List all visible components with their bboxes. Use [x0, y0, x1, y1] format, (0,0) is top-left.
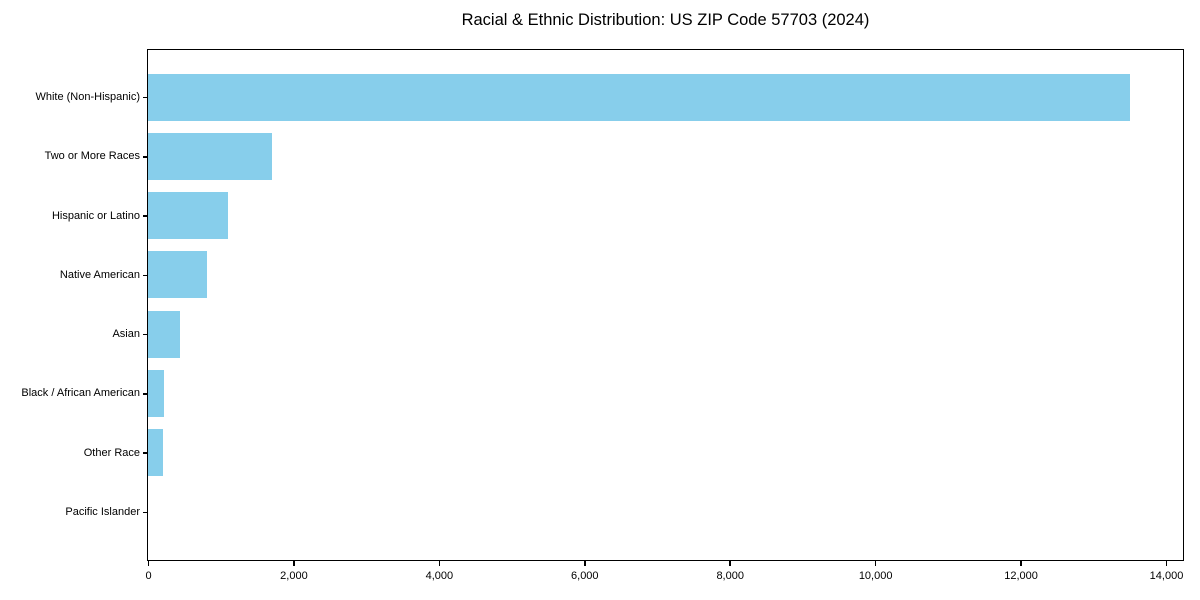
y-tick — [142, 96, 147, 99]
y-tick — [142, 452, 147, 454]
bar — [148, 429, 163, 477]
y-tick-label: Pacific Islander — [65, 506, 140, 518]
x-tick-label: 2,000 — [280, 570, 308, 582]
y-tick-label: Hispanic or Latino — [51, 209, 140, 222]
y-tick-label: Black / African American — [21, 387, 140, 400]
y-tick — [142, 393, 147, 395]
y-tick — [142, 333, 147, 336]
x-tick-label: 0 — [145, 570, 152, 582]
x-tick-label: 14,000 — [1149, 570, 1184, 582]
bar — [148, 73, 1130, 121]
x-tick — [1020, 561, 1022, 566]
x-tick-label: 6,000 — [571, 570, 599, 582]
x-tick — [147, 561, 150, 566]
bar — [148, 132, 272, 180]
y-tick — [142, 156, 147, 158]
x-tick — [1165, 561, 1168, 566]
y-tick-label: Two or More Races — [44, 150, 140, 163]
x-tick — [584, 561, 586, 566]
chart-title: Racial & Ethnic Distribution: US ZIP Cod… — [461, 11, 870, 29]
x-tick — [874, 561, 877, 566]
y-tick — [142, 511, 147, 514]
y-tick-label: Other Race — [83, 446, 140, 459]
plot-area — [147, 49, 1184, 561]
y-tick — [142, 215, 147, 217]
y-tick — [142, 274, 147, 277]
x-tick — [438, 561, 441, 566]
x-tick — [729, 561, 731, 566]
bar — [148, 192, 228, 240]
x-tick-label: 8,000 — [716, 570, 744, 582]
x-tick-label: 4,000 — [425, 570, 454, 582]
y-tick-label: White (Non-Hispanic) — [35, 91, 140, 103]
x-tick — [293, 561, 295, 566]
bar — [148, 369, 164, 417]
x-tick-label: 12,000 — [1004, 570, 1038, 582]
x-tick-label: 10,000 — [858, 570, 893, 582]
bar — [148, 251, 207, 299]
bar — [148, 310, 180, 358]
y-tick-label: Native American — [59, 268, 140, 281]
y-tick-label: Asian — [112, 328, 140, 341]
